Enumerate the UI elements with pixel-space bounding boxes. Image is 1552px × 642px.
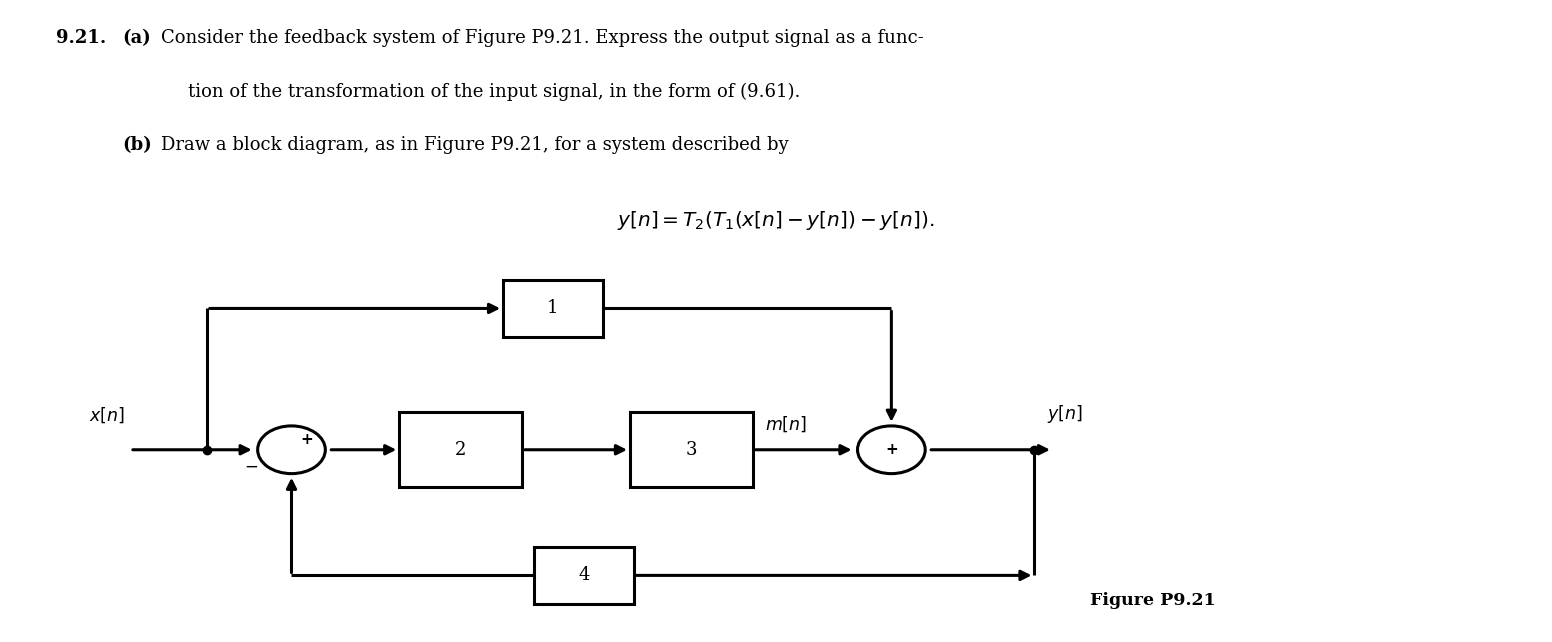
Text: 2: 2 [455, 441, 466, 459]
Text: $m[n]$: $m[n]$ [765, 415, 807, 434]
Text: 9.21.: 9.21. [56, 29, 107, 47]
Ellipse shape [258, 426, 326, 474]
Text: +: + [885, 442, 897, 457]
Text: (a): (a) [123, 29, 151, 47]
Text: +: + [301, 431, 314, 447]
Text: $x[n]$: $x[n]$ [90, 405, 126, 424]
Text: $y[n]$: $y[n]$ [1046, 403, 1083, 424]
Bar [630, 412, 753, 487]
Text: −: − [244, 458, 258, 476]
Text: (b): (b) [123, 135, 152, 153]
Text: Figure P9.21: Figure P9.21 [1090, 592, 1215, 609]
Text: 4: 4 [577, 566, 590, 584]
Bar [399, 412, 521, 487]
Text: Consider the feedback system of Figure P9.21. Express the output signal as a fun: Consider the feedback system of Figure P… [161, 29, 923, 47]
Text: 3: 3 [686, 441, 697, 459]
Text: 1: 1 [548, 299, 559, 317]
Bar [503, 280, 604, 336]
Text: $y[n] = T_2(T_1(x[n] - y[n]) - y[n]).$: $y[n] = T_2(T_1(x[n] - y[n]) - y[n]).$ [618, 209, 934, 232]
Bar [534, 547, 633, 603]
Ellipse shape [858, 426, 925, 474]
Text: tion of the transformation of the input signal, in the form of (9.61).: tion of the transformation of the input … [188, 82, 801, 101]
Text: Draw a block diagram, as in Figure P9.21, for a system described by: Draw a block diagram, as in Figure P9.21… [161, 135, 788, 153]
